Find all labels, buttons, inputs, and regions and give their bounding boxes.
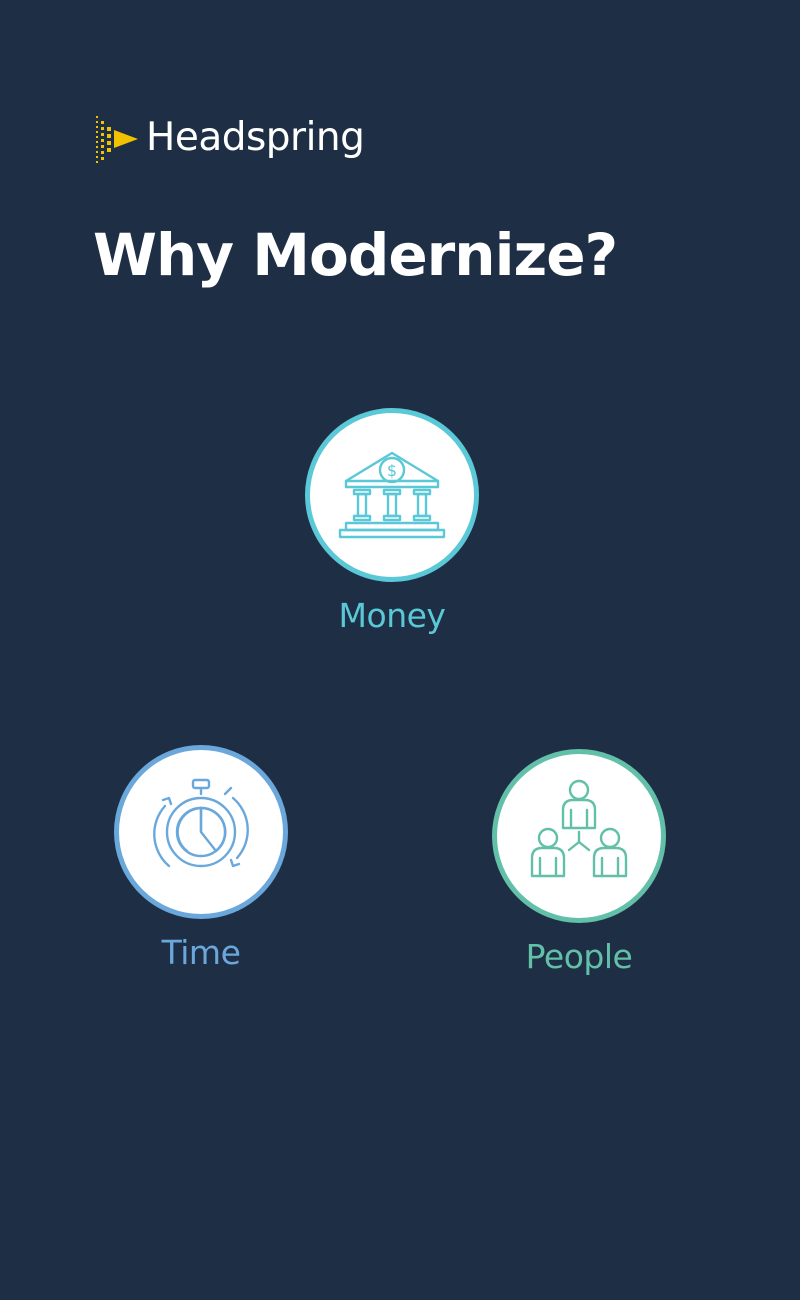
people-label: People [525,937,633,976]
reason-time: Time [101,745,301,971]
people-network-icon [530,779,628,878]
reason-money: $ Money [292,408,492,634]
brand-name: Headspring [146,114,365,160]
time-circle [114,745,288,919]
people-circle [492,749,666,923]
headspring-logo-mark-icon [96,116,138,163]
reason-people: People [479,749,679,975]
bank-icon: $ [338,451,446,539]
stopwatch-icon [153,778,249,868]
time-label: Time [161,933,241,972]
headspring-logo: Headspring [94,114,365,164]
svg-text:$: $ [387,461,397,480]
money-label: Money [338,596,446,635]
page-title: Why Modernize? [93,221,618,289]
money-circle: $ [305,408,479,582]
